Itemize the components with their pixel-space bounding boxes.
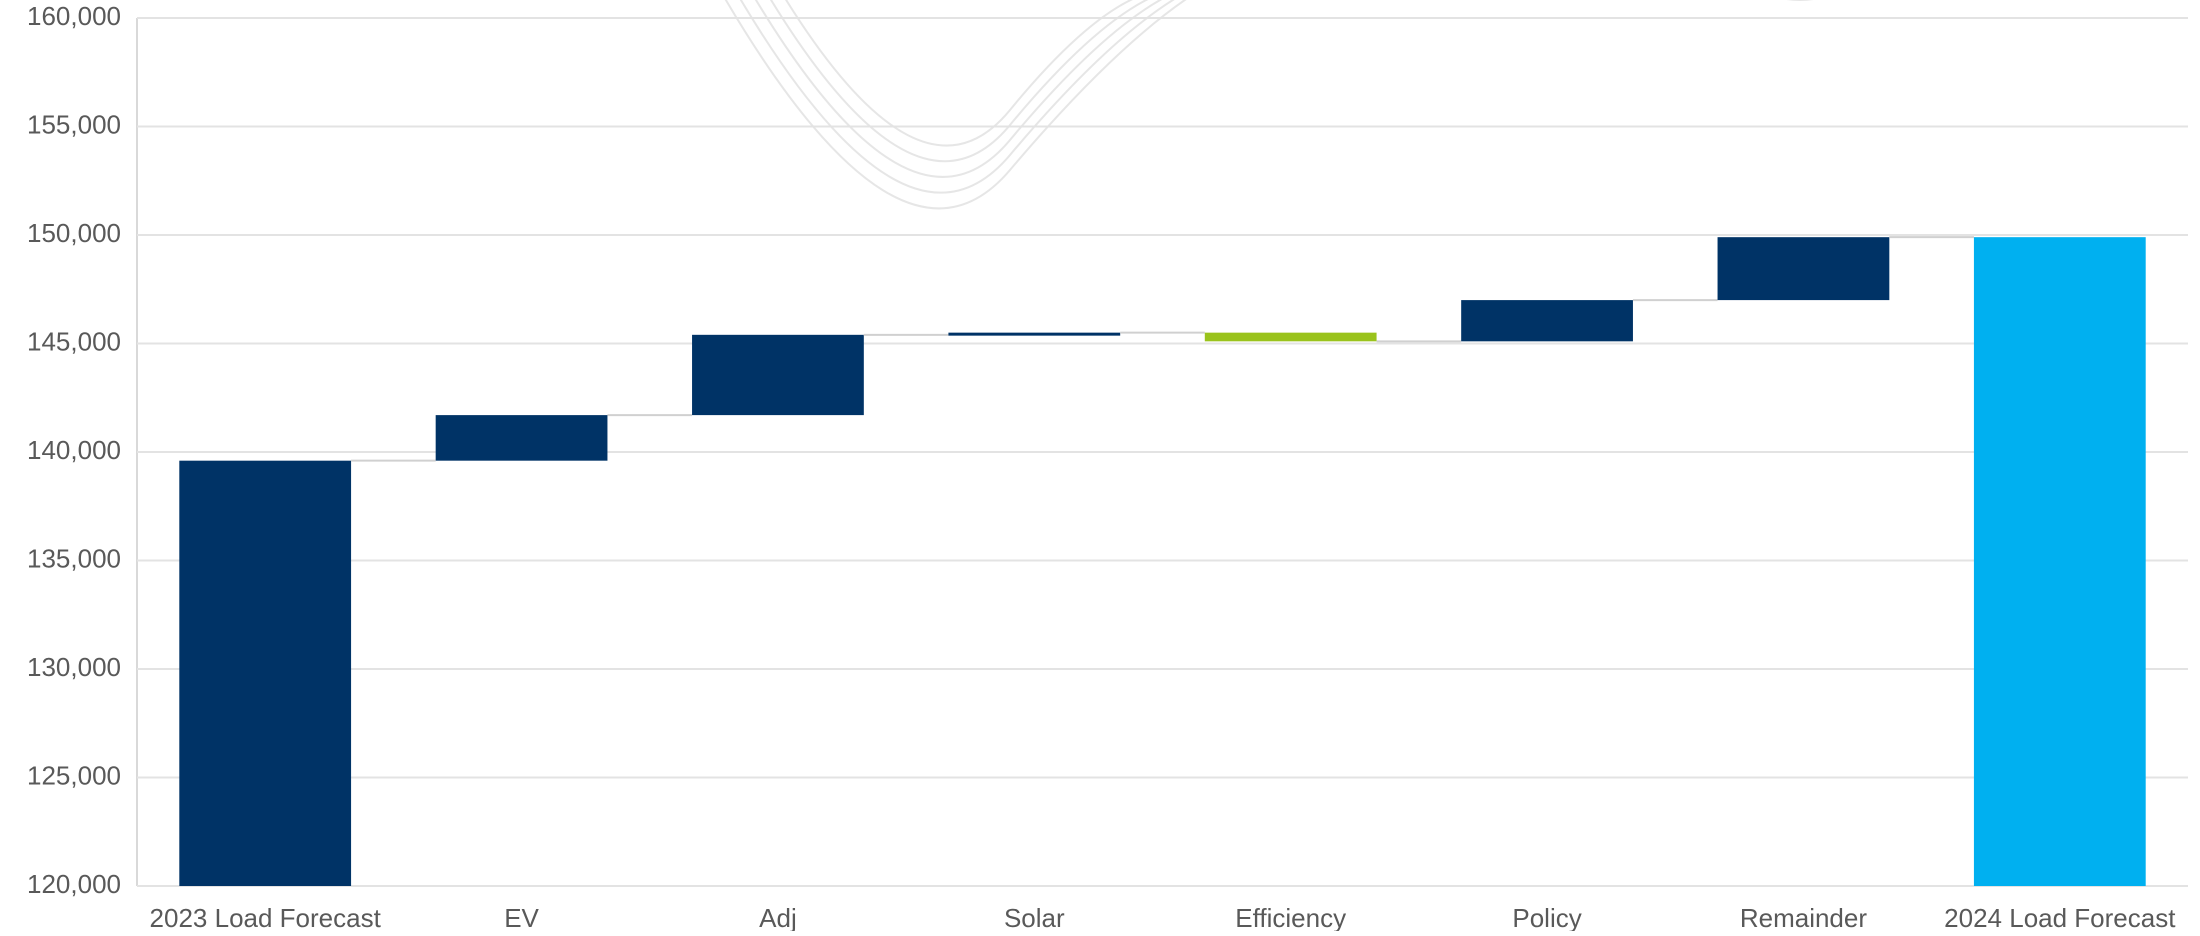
y-tick-label: 120,000 xyxy=(27,869,121,899)
x-tick-label: Adj xyxy=(759,903,797,931)
bar xyxy=(1461,300,1633,342)
y-tick-label: 130,000 xyxy=(27,652,121,682)
x-tick-label: Efficiency xyxy=(1235,903,1346,931)
y-tick-label: 155,000 xyxy=(27,109,121,139)
x-tick-label: Policy xyxy=(1512,903,1581,931)
y-tick-label: 140,000 xyxy=(27,435,121,465)
y-tick-label: 160,000 xyxy=(27,1,121,31)
x-tick-label: Solar xyxy=(1004,903,1065,931)
y-tick-label: 150,000 xyxy=(27,218,121,248)
bar xyxy=(1717,237,1890,301)
x-tick-label: EV xyxy=(504,903,539,931)
bar xyxy=(179,460,352,886)
x-tick-label: 2023 Load Forecast xyxy=(150,903,382,931)
x-tick-label: 2024 Load Forecast xyxy=(1944,903,2176,931)
bar xyxy=(692,334,864,416)
bar xyxy=(435,415,608,461)
y-tick-label: 125,000 xyxy=(27,760,121,790)
x-tick-label: Remainder xyxy=(1740,903,1868,931)
bar xyxy=(1204,332,1377,342)
background-decoration xyxy=(724,0,1814,210)
bar xyxy=(1973,237,2146,887)
y-tick-label: 135,000 xyxy=(27,543,121,573)
y-tick-label: 145,000 xyxy=(27,326,121,356)
bar xyxy=(948,332,1121,336)
